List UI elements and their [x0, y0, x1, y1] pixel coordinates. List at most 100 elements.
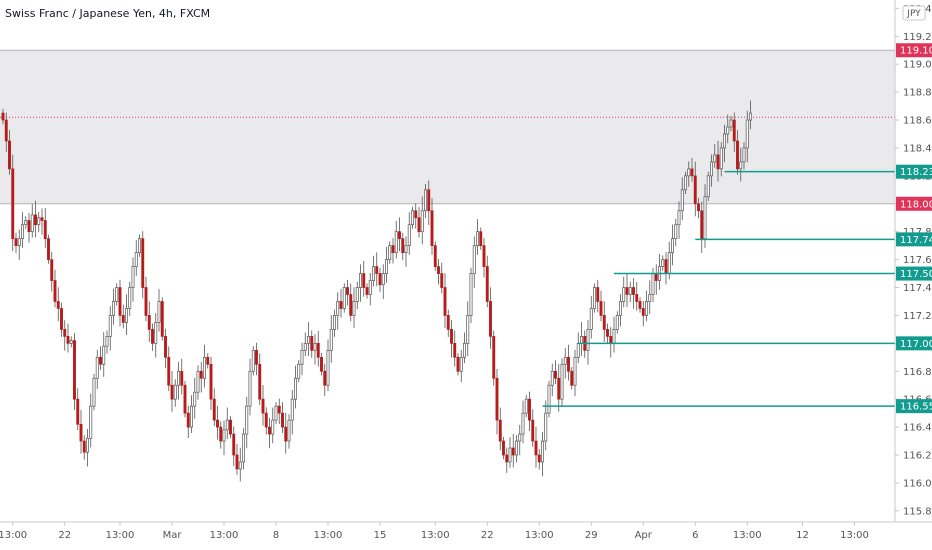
candle — [645, 290, 648, 322]
currency-badge[interactable]: JPY — [902, 5, 926, 21]
candle — [323, 363, 327, 397]
candle-body-down — [1, 112, 5, 121]
candle-body-up — [563, 356, 567, 365]
candle — [115, 283, 119, 306]
candle-body-down — [690, 168, 694, 177]
candle — [381, 264, 385, 299]
price-tick-label: 116.000 — [903, 478, 932, 489]
candle — [541, 431, 544, 477]
candle-body-up — [125, 308, 128, 323]
candle-body-up — [541, 440, 544, 463]
candle — [437, 259, 440, 285]
candle-body-up — [303, 342, 307, 351]
candle — [690, 157, 694, 182]
candle-body-up — [336, 301, 340, 316]
candle — [372, 255, 375, 287]
candle — [589, 295, 593, 339]
candle-body-up — [469, 273, 473, 316]
candle — [443, 273, 447, 328]
candle — [56, 287, 60, 322]
candle-body-up — [424, 189, 427, 212]
candle-body-down — [121, 315, 125, 323]
candle — [300, 342, 304, 376]
time-tick-label: 13:00 — [106, 530, 135, 541]
candle-body-down — [66, 336, 70, 344]
level-price-tag: 116.550 — [896, 399, 932, 414]
candle-body-up — [92, 377, 96, 407]
candle-body-up — [615, 315, 619, 330]
candle — [498, 407, 502, 451]
candle — [648, 280, 652, 315]
candle — [138, 234, 141, 257]
candle-body-down — [433, 245, 437, 267]
candle-body-down — [339, 301, 343, 309]
candles-group — [1, 100, 752, 482]
candle — [66, 323, 70, 353]
candle-body-down — [479, 231, 483, 246]
candle — [433, 241, 437, 271]
candle-body-up — [544, 412, 548, 442]
candle — [693, 161, 697, 217]
candle-body-down — [697, 203, 700, 212]
candle — [742, 142, 746, 170]
candle — [209, 356, 213, 411]
level-price-tag-box — [896, 336, 932, 351]
candle-body-up — [300, 349, 304, 365]
candle — [736, 130, 739, 175]
candle-body-down — [27, 220, 31, 233]
candle-body-up — [297, 363, 301, 379]
time-tick-label: 22 — [58, 530, 71, 541]
candle-body-up — [359, 273, 362, 288]
candle — [43, 207, 47, 248]
candle — [391, 238, 395, 264]
candle-body-down — [489, 301, 492, 337]
candle-body-up — [684, 175, 687, 191]
candle-body-down — [73, 340, 76, 400]
candle — [352, 287, 356, 328]
candle-body-down — [732, 119, 736, 142]
time-tick-label: 8 — [273, 530, 279, 541]
candle-body-down — [430, 210, 434, 246]
candle-body-down — [537, 454, 541, 463]
candle — [89, 393, 93, 448]
candle-body-up — [706, 175, 710, 198]
candle-body-down — [43, 220, 47, 240]
horizontal-levels-group — [542, 170, 895, 407]
candle-body-down — [417, 217, 421, 233]
candle-body-up — [550, 370, 554, 386]
candle-body-down — [206, 356, 210, 365]
candle-body-down — [375, 266, 379, 274]
level-price-tag-label: 118.230 — [900, 167, 932, 178]
candle — [745, 110, 749, 163]
candle — [710, 154, 713, 187]
candle-body-up — [222, 429, 226, 442]
candle-body-up — [372, 266, 375, 281]
zone-price-tag-box — [896, 43, 932, 58]
candle-body-down — [401, 238, 405, 253]
candle-body-down — [186, 412, 190, 428]
candle-body-down — [570, 370, 574, 386]
candle — [14, 232, 18, 254]
candle — [281, 402, 284, 433]
candle — [193, 377, 197, 419]
candle — [294, 365, 297, 409]
candle — [482, 238, 486, 278]
candle-body-down — [609, 336, 613, 344]
candle-body-up — [524, 398, 528, 414]
candle — [430, 198, 434, 255]
candle — [567, 344, 570, 381]
candle-body-up — [326, 349, 330, 386]
candle-body-up — [274, 405, 278, 421]
candle — [264, 407, 268, 435]
candle-body-down — [450, 329, 453, 344]
candle-body-up — [381, 273, 385, 286]
candle-body-down — [232, 433, 236, 456]
candle — [554, 360, 557, 385]
level-price-tag: 117.000 — [896, 336, 932, 351]
candle — [677, 201, 681, 239]
candle-body-up — [294, 377, 297, 400]
candle-body-down — [736, 140, 739, 170]
candle — [453, 330, 457, 367]
time-axis[interactable]: 13:00 22 13:00 Mar 13:00 8 13:00 15 13:00 22 13:00… — [0, 522, 869, 541]
